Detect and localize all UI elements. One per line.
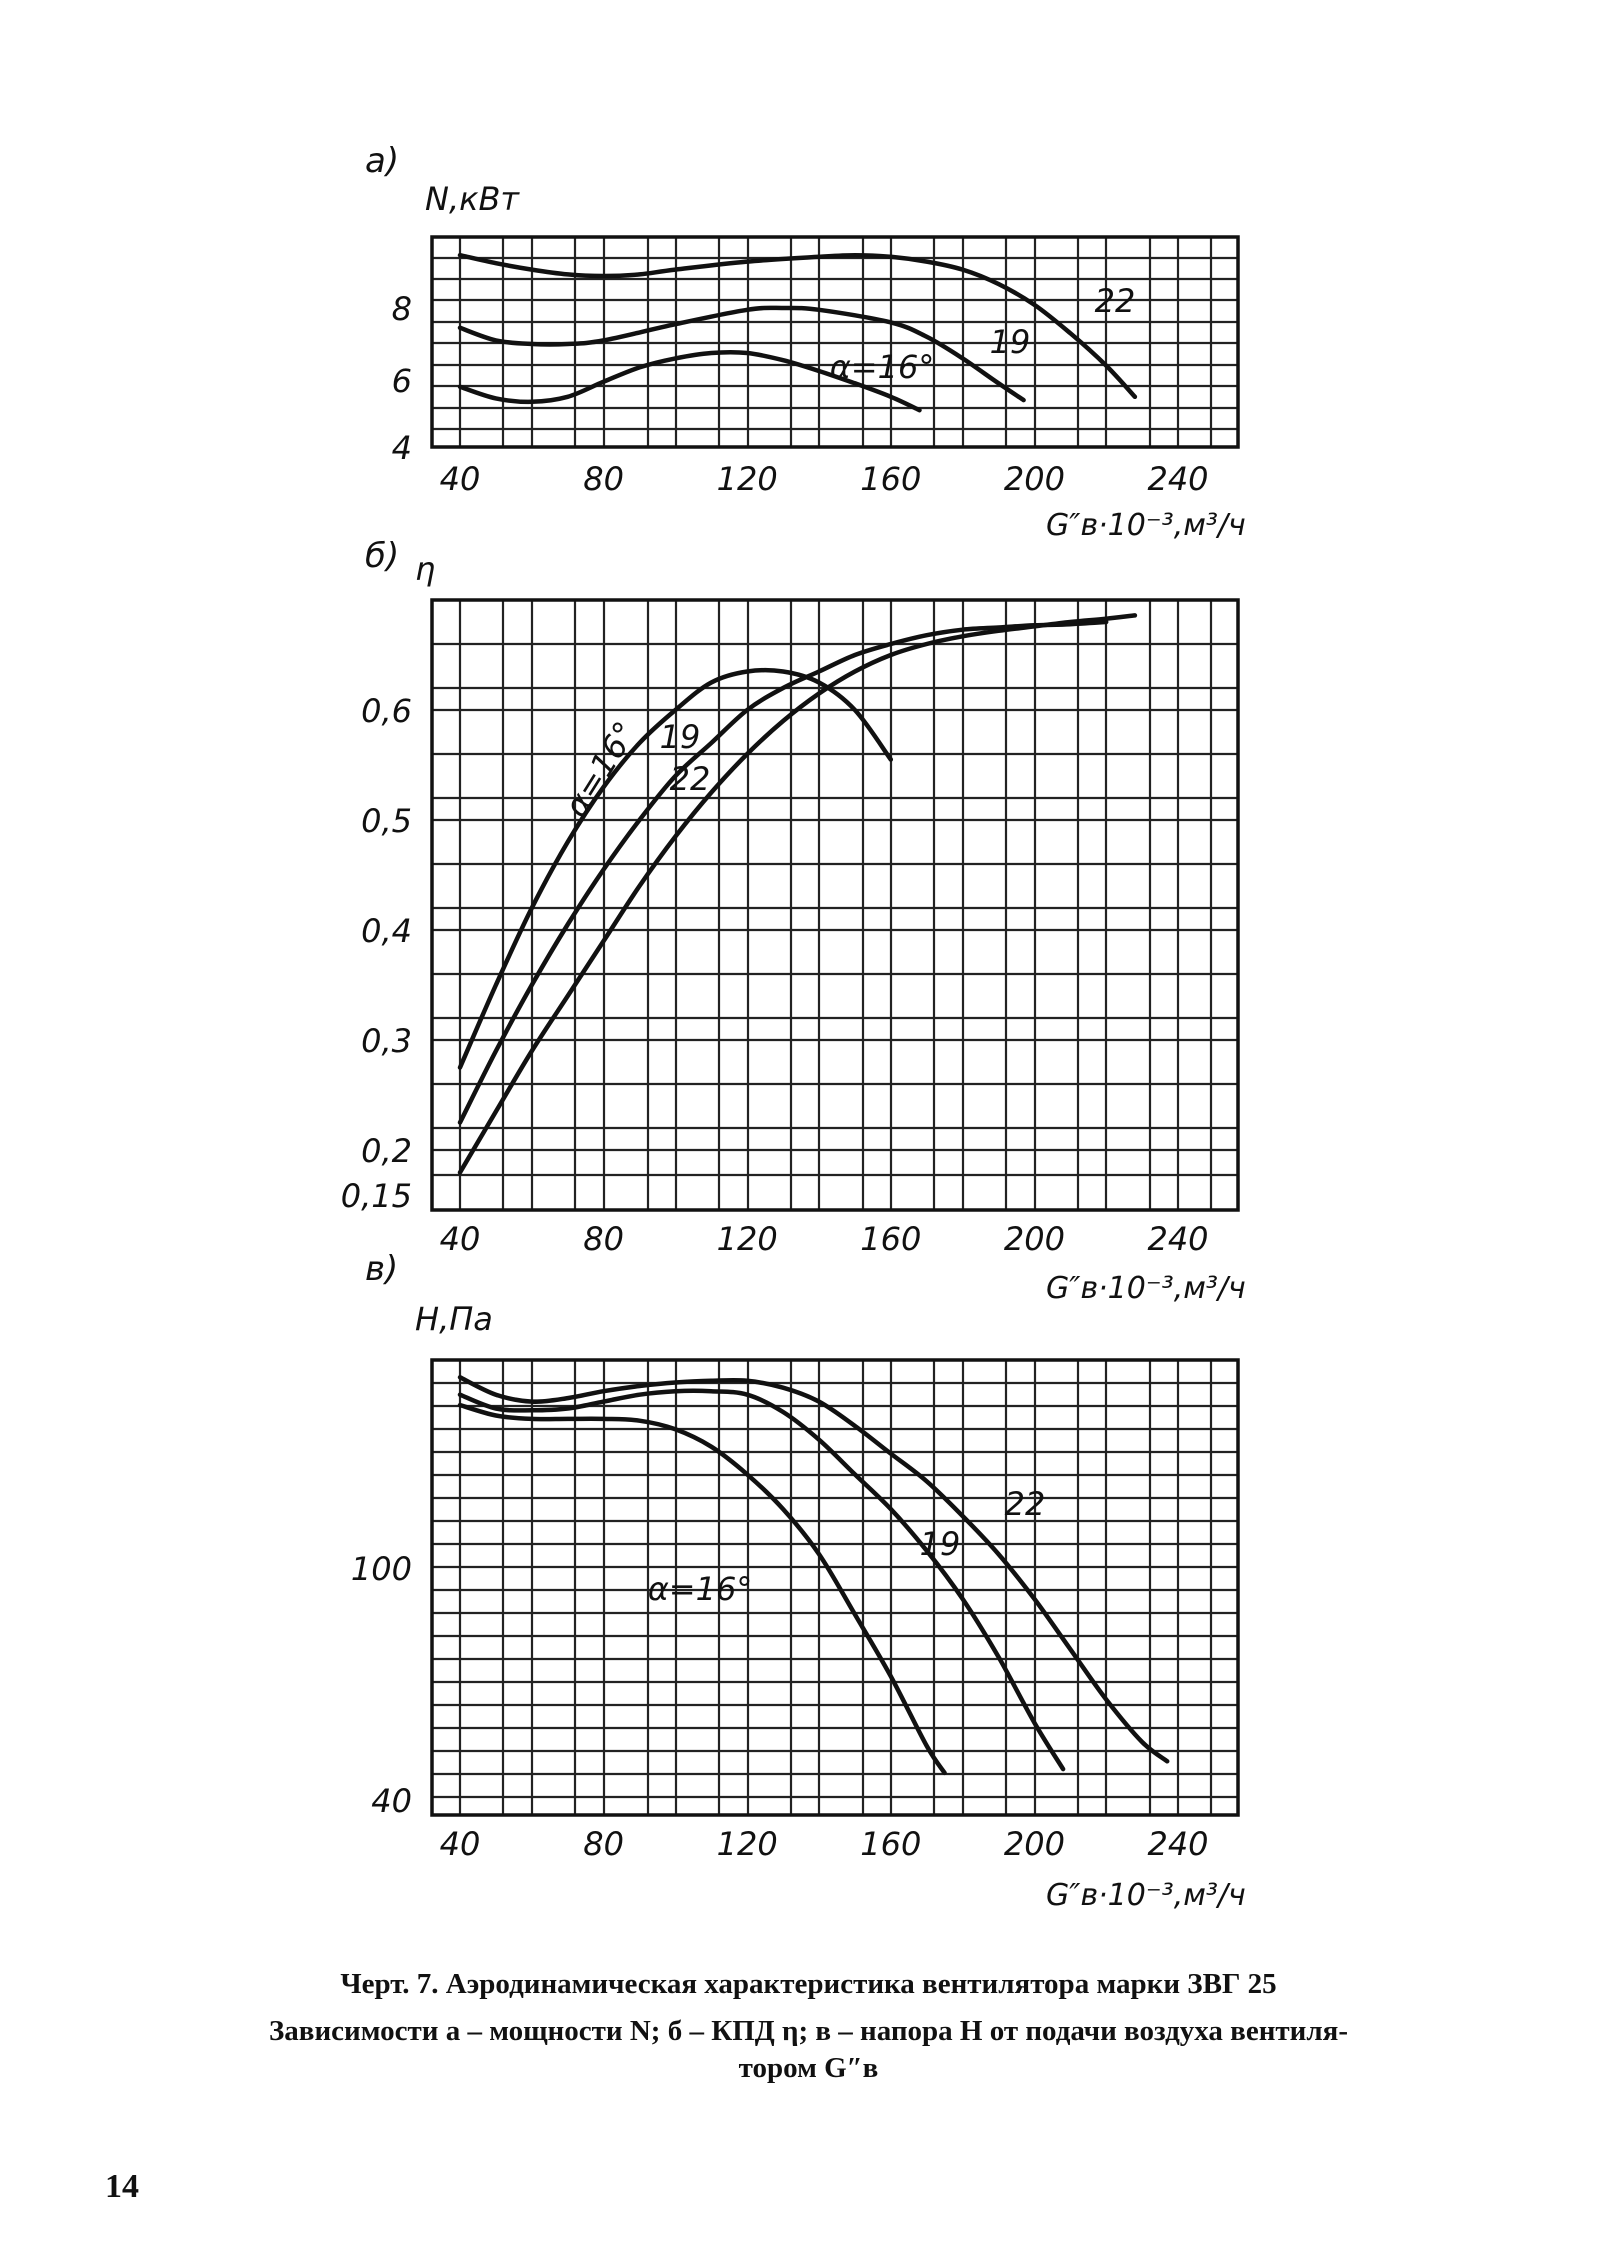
- x-tick-label: 200: [1004, 1825, 1065, 1863]
- series-label-19: 19: [660, 718, 701, 756]
- y-tick-label: 6: [392, 362, 412, 400]
- page-number: 14: [105, 2168, 139, 2205]
- x-tick-label: 240: [1147, 1825, 1208, 1863]
- y-tick-label: 0,5: [361, 802, 412, 840]
- x-tick-label: 80: [583, 1220, 624, 1258]
- x-axis-label: G″в·10⁻³,м³/ч: [1046, 1878, 1246, 1913]
- figure-caption-line-1: Зависимости а – мощности N; б – КПД η; в…: [269, 2015, 1348, 2047]
- series-label-alpha-16: α=16°: [648, 1570, 753, 1608]
- x-axis-label: G″в·10⁻³,м³/ч: [1046, 1271, 1246, 1306]
- series-line-alpha-16: [457, 1402, 947, 1776]
- x-tick-label: 120: [717, 1825, 778, 1863]
- y-tick-label: 4: [392, 429, 412, 467]
- x-tick-label: 40: [440, 1825, 481, 1863]
- x-tick-label: 240: [1147, 460, 1208, 498]
- figure-canvas: а) N,кВт G″в·10⁻³,м³/ч 40 80 120 160 200 240 4 6 8 α…: [341, 141, 1246, 1913]
- x-tick-label: 120: [717, 1220, 778, 1258]
- series-label-19: 19: [990, 323, 1031, 361]
- figure-caption-title: Черт. 7. Аэродинамическая характеристика…: [340, 1968, 1277, 2000]
- x-tick-label: 40: [440, 1220, 481, 1258]
- series-label-alpha-16: α=16°: [830, 348, 935, 386]
- y-axis-label: N,кВт: [425, 180, 520, 218]
- y-tick-label: 100: [351, 1550, 412, 1588]
- y-tick-label: 0,3: [361, 1022, 412, 1060]
- x-tick-label: 240: [1147, 1220, 1208, 1258]
- series-line-alpha-16: [457, 349, 922, 413]
- figure-caption-line-2: тором G″в: [738, 2052, 879, 2084]
- y-tick-label: 0,2: [361, 1132, 412, 1170]
- series-label-22: 22: [670, 760, 711, 798]
- y-tick-label: 0,6: [361, 692, 412, 730]
- series-line-19: [457, 1388, 1066, 1772]
- x-tick-label: 40: [440, 460, 481, 498]
- chart-panel-2: б) η G″в·10⁻³,м³/ч 40 80 120 160 200 240 0,15 0,2 0…: [341, 536, 1246, 1306]
- series-line-alpha-16: [457, 667, 894, 1070]
- y-tick-label: 0,15: [341, 1177, 412, 1215]
- panel-label: в): [365, 1249, 398, 1289]
- plot-frame: [430, 235, 1240, 449]
- series-line-22: [457, 252, 1138, 400]
- x-tick-label: 200: [1004, 460, 1065, 498]
- y-tick-label: 8: [392, 290, 412, 328]
- y-tick-label: 40: [371, 1782, 412, 1820]
- series-line-19: [457, 305, 1026, 403]
- series-label-22: 22: [1005, 1485, 1046, 1523]
- grid: [430, 1358, 1240, 1817]
- series-label-22: 22: [1095, 282, 1136, 320]
- grid: [430, 235, 1240, 449]
- y-tick-label: 0,4: [361, 912, 412, 950]
- x-tick-label: 120: [717, 460, 778, 498]
- series-line-22: [457, 613, 1138, 1175]
- plot-frame: [430, 598, 1240, 1212]
- series-label-19: 19: [920, 1525, 961, 1563]
- y-axis-label: η: [415, 550, 435, 588]
- panel-label: а): [365, 141, 399, 181]
- x-tick-label: 80: [583, 1825, 624, 1863]
- x-tick-label: 80: [583, 460, 624, 498]
- x-tick-label: 160: [860, 460, 921, 498]
- y-axis-label: H,Па: [415, 1300, 493, 1338]
- x-axis-label: G″в·10⁻³,м³/ч: [1046, 508, 1246, 543]
- chart-panel-3: в) H,Па G″в·10⁻³,м³/ч 40 80 120 160 200 240 40 100…: [351, 1249, 1246, 1913]
- series-line-22: [457, 1375, 1170, 1764]
- series-line-19: [457, 619, 1109, 1125]
- x-tick-label: 160: [860, 1825, 921, 1863]
- series-label-alpha-16: α=16°: [557, 715, 645, 824]
- chart-panel-1: а) N,кВт G″в·10⁻³,м³/ч 40 80 120 160 200 240 4 6 8 α…: [365, 141, 1246, 543]
- panel-label: б): [365, 536, 399, 576]
- x-tick-label: 160: [860, 1220, 921, 1258]
- x-tick-label: 200: [1004, 1220, 1065, 1258]
- plot-frame: [430, 1358, 1240, 1817]
